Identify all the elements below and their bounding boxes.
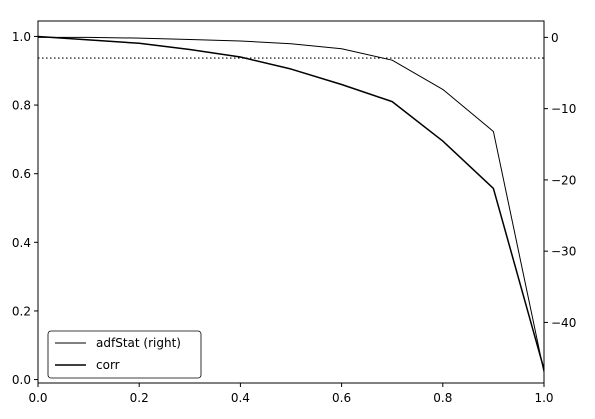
y-left-tick-label: 0.6 bbox=[12, 167, 31, 181]
y-right-tick-label: −10 bbox=[551, 102, 576, 116]
y-right-tick-label: 0 bbox=[551, 31, 559, 45]
x-tick-label: 0.4 bbox=[231, 391, 250, 405]
legend-label-adfstat: adfStat (right) bbox=[96, 336, 181, 350]
y-left-tick-label: 0.0 bbox=[12, 373, 31, 387]
plot-area bbox=[38, 21, 544, 383]
y-left-tick-label: 0.2 bbox=[12, 304, 31, 318]
y-left-tick-label: 1.0 bbox=[12, 30, 31, 44]
y-right-tick-label: −40 bbox=[551, 316, 576, 330]
x-tick-label: 0.0 bbox=[28, 391, 47, 405]
x-tick-label: 0.8 bbox=[433, 391, 452, 405]
x-tick-label: 0.2 bbox=[130, 391, 149, 405]
x-tick-label: 1.0 bbox=[534, 391, 553, 405]
y-left-tick-label: 0.4 bbox=[12, 236, 31, 250]
legend-box bbox=[47, 330, 202, 379]
legend-label-corr: corr bbox=[96, 358, 120, 372]
y-right-tick-label: −20 bbox=[551, 173, 576, 187]
y-right-tick-label: −30 bbox=[551, 245, 576, 259]
series-line-corr bbox=[37, 35, 545, 370]
legend: adfStat (right) corr bbox=[47, 330, 202, 379]
x-tick-label: 0.6 bbox=[332, 391, 351, 405]
y-left-tick-label: 0.8 bbox=[12, 99, 31, 113]
plot-frame bbox=[37, 20, 545, 384]
series-line-adfstat bbox=[38, 36, 545, 373]
